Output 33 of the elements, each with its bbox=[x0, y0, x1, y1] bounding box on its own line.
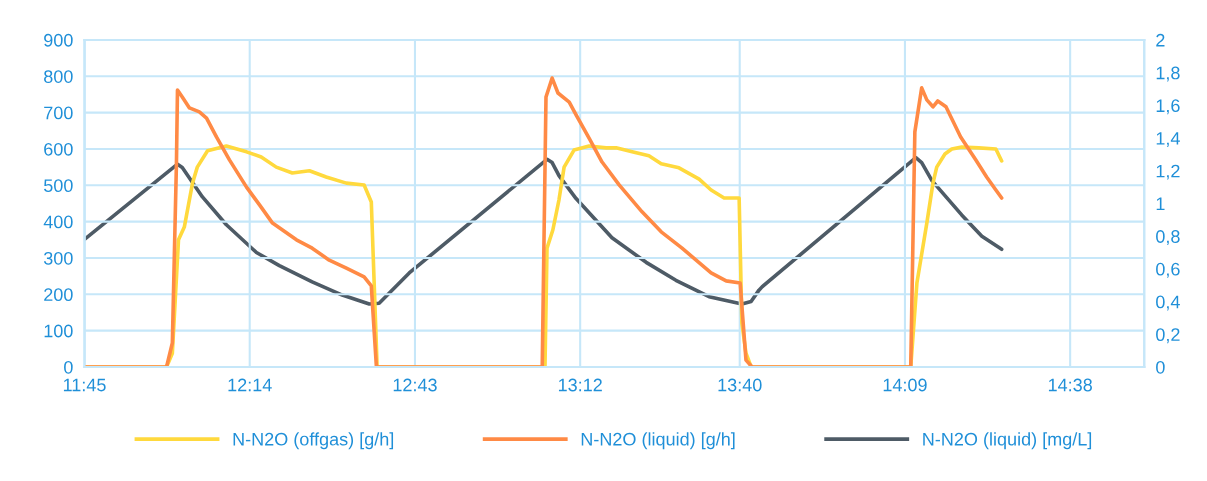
y-tick-label: 700 bbox=[44, 106, 73, 120]
y-tick-label: 0 bbox=[64, 360, 73, 374]
line-series bbox=[84, 155, 1004, 306]
legend-label: N-N2O (offgas) [g/h] bbox=[233, 432, 394, 450]
y2-tick-label: 0,4 bbox=[1156, 295, 1180, 311]
line-series bbox=[84, 76, 1004, 367]
y-tick-label: 400 bbox=[43, 215, 73, 229]
y2-tick-label: 0,2 bbox=[1156, 328, 1180, 344]
y-tick-label: 100 bbox=[44, 324, 73, 338]
y-tick-label: 300 bbox=[43, 251, 73, 265]
y2-tick-label: 1,8 bbox=[1156, 66, 1180, 82]
legend-label: N-N2O (liquid) [g/h] bbox=[581, 432, 735, 450]
x-tick-label: 13:12 bbox=[558, 378, 602, 392]
y2-tick-label: 0,8 bbox=[1156, 230, 1180, 246]
y2-tick-label: 2 bbox=[1156, 33, 1165, 47]
y-tick-label: 800 bbox=[44, 70, 73, 83]
x-tick-label: 14:09 bbox=[883, 378, 927, 392]
y2-tick-label: 0,6 bbox=[1156, 262, 1180, 278]
y2-tick-label: 1,4 bbox=[1156, 132, 1180, 147]
y2-tick-label: 1,6 bbox=[1156, 99, 1180, 115]
y2-tick-label: 0 bbox=[1156, 360, 1165, 374]
y2-tick-label: 1,2 bbox=[1156, 164, 1180, 180]
y-tick-label: 200 bbox=[44, 288, 73, 302]
x-tick-label: 12:14 bbox=[228, 378, 272, 392]
y2-tick-label: 1 bbox=[1156, 197, 1165, 211]
x-tick-label: 12:43 bbox=[393, 378, 437, 392]
legend-label: N-N2O (liquid) [mg/L] bbox=[923, 432, 1092, 450]
x-tick-label: 11:45 bbox=[63, 378, 106, 392]
x-tick-label: 13:40 bbox=[718, 378, 762, 392]
y-tick-label: 900 bbox=[44, 33, 73, 47]
y-tick-label: 600 bbox=[44, 142, 73, 156]
x-tick-label: 14:38 bbox=[1048, 378, 1092, 392]
y-tick-label: 500 bbox=[43, 179, 73, 193]
